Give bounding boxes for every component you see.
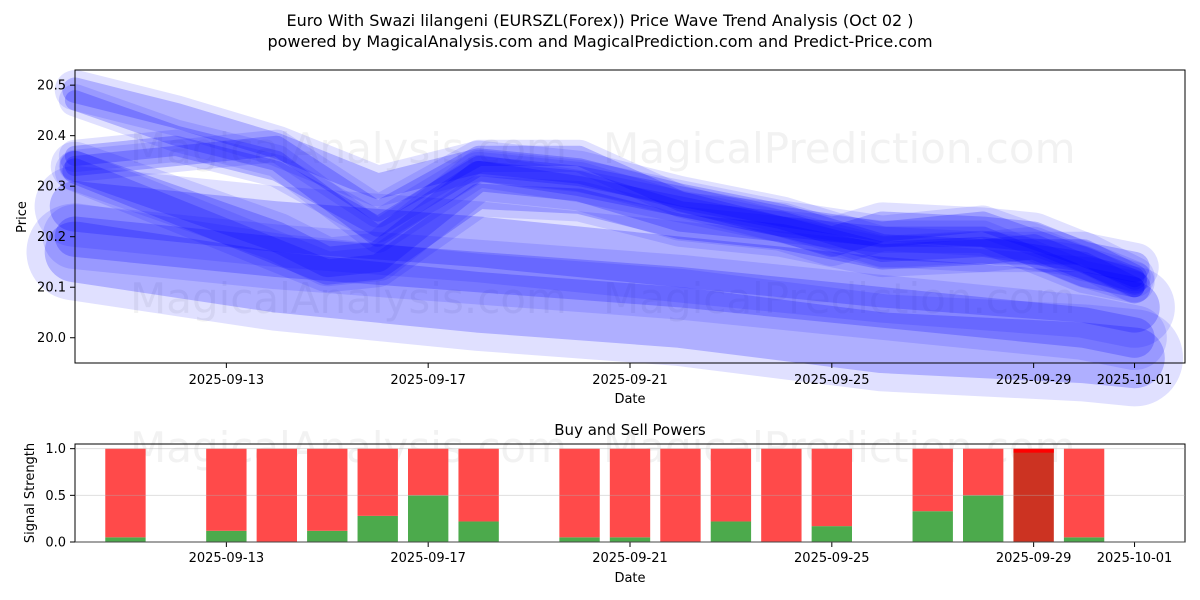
sell-bar: [761, 448, 802, 542]
price-x-tick-label: 2025-09-13: [189, 373, 265, 388]
wave-band-4: [64, 135, 1145, 288]
wave-band-5: [62, 158, 1148, 295]
power-x-tick-label: 2025-09-21: [592, 551, 668, 566]
price-y-tick-label: 20.0: [37, 331, 66, 346]
price-y-tick-label: 20.5: [37, 79, 66, 94]
sell-bar-highlight-cap: [1013, 448, 1054, 453]
buy-bar: [963, 495, 1004, 542]
sell-bar: [408, 448, 449, 496]
wave-band-6: [64, 135, 1145, 298]
sell-bar: [256, 448, 297, 542]
price-chart: MagicalAnalysis.com MagicalPrediction.co…: [15, 69, 1186, 407]
buy-bar: [408, 495, 449, 542]
figure-subtitle: powered by MagicalAnalysis.com and Magic…: [267, 32, 932, 51]
wave-band-halo-7: [34, 165, 1175, 348]
power-y-tick-label: 1.0: [45, 442, 66, 457]
price-y-axis-label: Price: [15, 201, 30, 233]
sell-bar: [963, 448, 1004, 496]
price-x-tick-label: 2025-09-21: [592, 373, 668, 388]
power-x-tick-label: 2025-09-29: [996, 551, 1072, 566]
price-y-tick-label: 20.4: [37, 129, 66, 144]
power-x-tick-label: 2025-09-25: [794, 551, 870, 566]
price-y-tick-label: 20.2: [37, 230, 66, 245]
power-y-axis-label: Signal Strength: [23, 443, 38, 543]
wave-band-1: [62, 77, 1148, 290]
price-y-tick-label: 20.3: [37, 180, 66, 195]
price-x-axis-label: Date: [614, 392, 645, 407]
power-x-tick-label: 2025-09-17: [390, 551, 466, 566]
price-x-tick-label: 2025-09-29: [996, 373, 1072, 388]
figure-title: Euro With Swazi lilangeni (EURSZL(Forex)…: [286, 11, 913, 30]
sell-bar: [307, 448, 348, 531]
buy-bar: [609, 537, 651, 542]
sell-bar: [458, 448, 499, 522]
wave-band-halo-1: [54, 69, 1155, 298]
watermark-right-top: MagicalPrediction.com: [603, 124, 1076, 173]
watermark-left-bottom: MagicalAnalysis.com: [130, 423, 567, 472]
wave-band-halo-5: [54, 150, 1155, 303]
wave-band-3: [59, 150, 1150, 283]
sell-bar: [559, 448, 600, 538]
price-x-tick-label: 2025-09-25: [794, 373, 870, 388]
watermark-left-mid: MagicalAnalysis.com: [130, 274, 567, 323]
price-y-ticks: 20.0 20.1 20.2 20.3 20.4 20.5: [37, 79, 75, 346]
sell-bar: [710, 448, 752, 522]
wave-band-8: [54, 216, 1155, 358]
power-y-tick-label: 0.0: [45, 536, 66, 551]
buy-bar: [912, 511, 953, 542]
buy-bar: [206, 530, 247, 542]
wave-band-halo-8: [42, 204, 1167, 371]
sell-bar: [357, 448, 398, 516]
power-y-ticks: 0.0 0.5 1.0: [45, 442, 1185, 551]
price-y-tick-label: 20.1: [37, 281, 66, 296]
price-wave-bands: [26, 69, 1183, 407]
sell-bar: [1063, 448, 1105, 538]
sell-bar: [105, 448, 146, 538]
power-x-tick-label: 2025-09-13: [189, 551, 265, 566]
power-y-tick-label: 0.5: [45, 489, 66, 504]
wave-band-7: [49, 181, 1160, 333]
wave-band-halo-2: [58, 84, 1151, 304]
wave-band-halo-9: [26, 203, 1183, 407]
sell-bar: [609, 448, 651, 538]
power-chart-title: Buy and Sell Powers: [554, 421, 706, 439]
power-x-axis-label: Date: [614, 571, 645, 586]
buy-bar: [458, 521, 499, 542]
buy-bar: [559, 537, 600, 542]
sell-bar: [811, 448, 852, 527]
power-bars: [105, 448, 1105, 542]
wave-band-halo-3: [50, 141, 1159, 292]
wave-band-halo-4: [58, 129, 1151, 294]
buy-bar: [710, 521, 752, 542]
wave-band-9: [44, 221, 1165, 389]
watermark-left-top: MagicalAnalysis.com: [130, 124, 567, 173]
price-x-tick-label: 2025-09-17: [390, 373, 466, 388]
sell-bar-highlight: [1013, 448, 1054, 542]
price-x-ticks: 2025-09-13 2025-09-17 2025-09-21 2025-09-25…: [189, 363, 1173, 388]
buy-bar: [357, 515, 398, 542]
sell-bar: [660, 448, 701, 542]
price-x-tick-label: 2025-10-01: [1097, 373, 1173, 388]
buy-bar: [307, 530, 348, 542]
power-x-tick-label: 2025-10-01: [1097, 551, 1173, 566]
power-chart: Buy and Sell Powers MagicalAnalysis.com …: [23, 421, 1186, 586]
wave-band-2: [64, 90, 1145, 298]
sell-bar: [206, 448, 247, 531]
watermark-right-mid: MagicalPrediction.com: [603, 274, 1076, 323]
sell-bar: [912, 448, 953, 512]
wave-band-halo-6: [58, 129, 1151, 304]
buy-bar: [105, 537, 146, 542]
buy-bar: [1063, 537, 1105, 542]
buy-bar: [811, 526, 852, 542]
power-x-ticks: 2025-09-13 2025-09-17 2025-09-21 2025-09-25…: [189, 542, 1173, 566]
